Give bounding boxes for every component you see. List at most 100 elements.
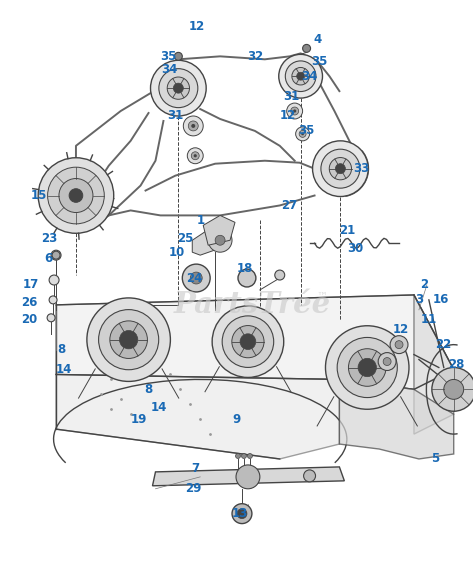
Text: 6: 6 <box>44 252 52 265</box>
Circle shape <box>378 353 396 370</box>
Circle shape <box>432 367 474 411</box>
Text: 35: 35 <box>311 55 328 68</box>
Circle shape <box>222 316 273 367</box>
Circle shape <box>174 52 182 60</box>
Circle shape <box>47 314 55 322</box>
Circle shape <box>247 454 253 459</box>
Polygon shape <box>153 467 345 486</box>
Text: 10: 10 <box>168 246 184 259</box>
Circle shape <box>336 164 346 174</box>
Text: 30: 30 <box>347 242 364 255</box>
Circle shape <box>304 470 316 482</box>
Text: 14: 14 <box>150 401 167 414</box>
Circle shape <box>159 69 198 108</box>
Circle shape <box>182 264 210 292</box>
Text: 3: 3 <box>415 293 423 306</box>
Circle shape <box>194 154 197 158</box>
Text: 12: 12 <box>189 20 205 33</box>
Text: 14: 14 <box>56 363 72 376</box>
Circle shape <box>383 358 391 366</box>
Circle shape <box>292 67 310 85</box>
Circle shape <box>188 121 198 131</box>
Text: 11: 11 <box>421 314 437 326</box>
Circle shape <box>187 148 203 164</box>
Circle shape <box>238 269 256 287</box>
Circle shape <box>173 83 183 93</box>
Circle shape <box>296 127 310 141</box>
Text: 32: 32 <box>247 50 263 63</box>
Circle shape <box>326 326 409 409</box>
Circle shape <box>240 334 256 349</box>
Circle shape <box>329 158 352 180</box>
Circle shape <box>285 61 316 91</box>
Text: 31: 31 <box>283 90 300 103</box>
Polygon shape <box>339 379 454 459</box>
Text: 28: 28 <box>448 358 465 371</box>
Circle shape <box>291 107 299 115</box>
Circle shape <box>232 503 252 523</box>
Text: 9: 9 <box>233 413 241 426</box>
Polygon shape <box>192 229 225 255</box>
Text: 34: 34 <box>301 70 318 83</box>
Circle shape <box>241 454 246 459</box>
Text: 17: 17 <box>23 278 39 291</box>
Circle shape <box>87 298 170 382</box>
Circle shape <box>208 229 232 252</box>
Circle shape <box>110 321 147 358</box>
Text: 12: 12 <box>280 109 296 122</box>
Text: 13: 13 <box>232 507 248 520</box>
Circle shape <box>167 77 190 99</box>
Text: 2: 2 <box>420 278 428 291</box>
Text: PartsTrée: PartsTrée <box>173 290 330 319</box>
Circle shape <box>358 358 376 376</box>
Circle shape <box>183 116 203 136</box>
Circle shape <box>190 272 202 284</box>
Text: 8: 8 <box>145 383 153 396</box>
Circle shape <box>51 250 61 260</box>
Text: 12: 12 <box>393 323 409 336</box>
Circle shape <box>38 158 114 233</box>
Circle shape <box>348 349 386 386</box>
Circle shape <box>191 152 199 160</box>
Text: 31: 31 <box>167 109 183 122</box>
Text: 8: 8 <box>57 343 65 356</box>
Circle shape <box>236 454 240 459</box>
Polygon shape <box>56 374 339 459</box>
Circle shape <box>321 149 360 188</box>
Text: 34: 34 <box>161 63 178 76</box>
Text: 27: 27 <box>282 199 298 212</box>
Text: 33: 33 <box>353 162 369 175</box>
Text: 18: 18 <box>237 261 253 274</box>
Polygon shape <box>56 295 454 390</box>
Text: 16: 16 <box>433 293 449 306</box>
Text: 24: 24 <box>186 272 202 285</box>
Circle shape <box>275 270 285 280</box>
Circle shape <box>237 509 247 519</box>
Text: 22: 22 <box>435 338 451 351</box>
Circle shape <box>212 306 284 378</box>
Circle shape <box>215 235 225 245</box>
Text: 20: 20 <box>21 314 37 326</box>
Circle shape <box>59 179 93 213</box>
Circle shape <box>395 341 403 349</box>
Circle shape <box>99 310 159 370</box>
Circle shape <box>444 379 464 399</box>
Text: 21: 21 <box>339 224 356 237</box>
Circle shape <box>236 465 260 489</box>
Text: 15: 15 <box>31 189 47 202</box>
Circle shape <box>49 296 57 304</box>
Text: 7: 7 <box>191 463 199 475</box>
Text: 4: 4 <box>313 33 322 46</box>
Circle shape <box>293 109 296 113</box>
Circle shape <box>119 331 138 349</box>
Circle shape <box>279 54 322 98</box>
Text: 23: 23 <box>41 232 57 245</box>
Circle shape <box>151 60 206 116</box>
Circle shape <box>299 130 306 137</box>
Circle shape <box>287 103 302 119</box>
Circle shape <box>302 44 310 52</box>
Text: 35: 35 <box>160 50 177 63</box>
Text: 5: 5 <box>431 452 439 466</box>
Polygon shape <box>414 295 454 434</box>
Circle shape <box>191 124 195 128</box>
